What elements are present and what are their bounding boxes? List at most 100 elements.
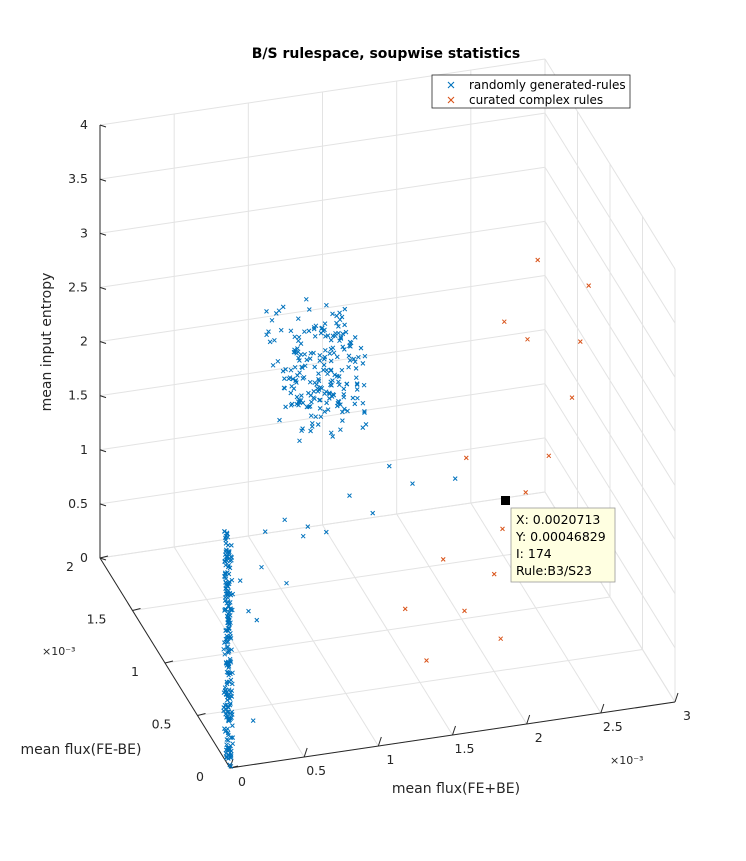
marker-stroke [223,750,229,756]
data-point [259,564,264,570]
data-point [223,533,229,539]
data-point [317,358,323,363]
data-point [227,579,232,585]
marker-stroke [225,614,231,620]
x-axis-exponent: ×10⁻³ [610,754,643,767]
data-point [463,455,469,461]
datatip[interactable]: X: 0.0020713 Y: 0.00046829 I: 174 Rule:B… [501,496,616,583]
marker-stroke [250,718,256,723]
data-point [224,742,229,748]
marker-stroke [224,754,230,760]
data-point [269,317,275,323]
marker-stroke [300,365,305,371]
data-point [328,358,334,364]
marker-stroke [312,333,318,339]
marker-stroke [225,730,231,736]
data-point [323,529,329,535]
data-point [267,339,273,345]
marker-stroke [346,364,351,370]
z-tick-mark [99,341,107,344]
marker-stroke [325,407,331,412]
data-point [300,426,305,431]
marker-stroke [226,687,232,693]
data-point [309,399,314,405]
marker-stroke [226,618,232,623]
marker-stroke [322,409,327,414]
marker-stroke [254,617,260,623]
x-tick-mark [303,747,308,758]
x-tick-label: 0 [238,774,246,789]
data-point [452,476,458,481]
data-point [424,658,429,663]
marker-stroke [225,591,230,597]
data-point [322,409,327,414]
marker-stroke [300,426,305,431]
data-point [339,367,345,373]
data-point [326,396,332,401]
data-point [500,526,505,532]
data-point [342,306,348,312]
marker-stroke [302,329,307,335]
marker-stroke [337,382,342,388]
data-point [230,670,235,676]
data-point [311,326,317,332]
data-point [311,350,316,356]
marker-stroke [352,335,358,340]
data-point [334,320,339,326]
marker-stroke [362,410,367,416]
marker-stroke [329,383,334,388]
marker-stroke [288,402,294,408]
data-point [246,608,251,614]
marker-stroke [314,382,319,387]
data-point [221,646,227,652]
marker-stroke [295,373,300,378]
data-point [300,365,305,371]
marker-stroke [301,374,307,380]
z-tick-mark [99,286,107,290]
marker-stroke [410,481,415,486]
z-tick-label: 1 [80,442,88,457]
z-axis-label: mean input entropy [39,273,55,412]
marker-stroke [424,658,429,663]
data-point [230,723,235,728]
data-point [356,354,361,360]
data-point [302,351,308,357]
data-point [228,635,234,641]
data-point [340,418,345,423]
legend-label-curated: curated complex rules [469,93,603,107]
data-point [229,607,235,613]
marker-stroke [225,570,230,575]
marker-stroke [264,309,269,314]
z-tick-labels: 0 0.5 1 1.5 2 2.5 3 3.5 4 [68,117,107,565]
marker-stroke [222,651,228,657]
data-point [328,430,334,436]
marker-stroke [318,330,324,336]
marker-stroke [336,398,341,404]
marker-stroke [227,558,233,564]
data-point [344,381,350,387]
data-point [535,257,541,263]
marker-stroke [336,374,342,379]
marker-stroke [313,323,319,329]
data-point [307,404,313,409]
data-point [337,382,342,388]
data-point [315,422,321,427]
data-point [264,309,269,314]
marker-stroke [286,376,292,382]
marker-stroke [341,347,347,352]
marker-stroke [226,550,232,556]
marker-stroke [224,530,230,536]
marker-stroke [297,358,302,363]
marker-stroke [226,732,231,738]
marker-stroke [225,564,231,570]
marker-stroke [224,681,230,687]
data-point [222,552,228,557]
data-point [292,364,298,370]
data-point [230,741,236,747]
marker-stroke [347,358,353,363]
data-point [297,358,302,363]
grid-line [99,491,546,559]
data-point [343,329,349,335]
data-point [352,401,358,407]
y-tick-label: 1.5 [87,612,107,627]
